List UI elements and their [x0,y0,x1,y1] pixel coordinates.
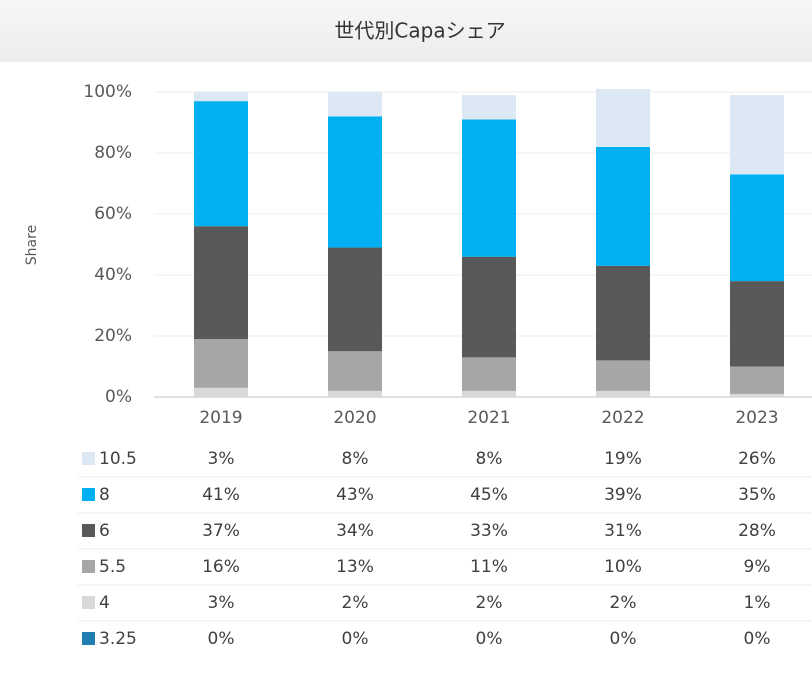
bar-segment [730,393,784,397]
y-tick-label: 0% [105,387,132,407]
legend-swatch [82,632,95,645]
table-cell: 0% [208,629,235,649]
bar-segment [462,357,516,391]
table-cell: 0% [476,629,503,649]
table-cell: 28% [738,521,776,541]
x-tick-label: 2020 [333,408,376,428]
y-tick-label: 20% [94,326,132,346]
table-cell: 0% [342,629,369,649]
bar-segment [462,256,516,358]
table-cell: 10% [604,557,642,577]
table-cell: 16% [202,557,240,577]
table-cell: 35% [738,485,776,505]
bar-segment [194,387,248,397]
bar-segment [596,360,650,391]
table-cell: 26% [738,449,776,469]
bar-segment [596,146,650,266]
bar-segment [462,390,516,397]
table-cell: 31% [604,521,642,541]
legend-label: 5.5 [99,557,126,577]
bar-segment [328,247,382,352]
bar-segment [328,92,382,117]
bar-segment [462,119,516,257]
legend-label: 3.25 [99,629,137,649]
legend-label: 6 [99,521,110,541]
y-tick-label: 60% [94,204,132,224]
table-cell: 1% [744,593,771,613]
legend-label: 8 [99,485,110,505]
table-cell: 19% [604,449,642,469]
table-cell: 8% [342,449,369,469]
legend-swatch [82,596,95,609]
table-cell: 11% [470,557,508,577]
table-cell: 45% [470,485,508,505]
bar-segment [194,101,248,227]
bar-segment [730,174,784,282]
table-cell: 2% [342,593,369,613]
table-cell: 41% [202,485,240,505]
y-tick-label: 100% [83,82,132,102]
x-tick-label: 2022 [601,408,644,428]
bar-segment [194,92,248,102]
legend-swatch [82,452,95,465]
bar-segment [596,390,650,397]
legend-swatch [82,488,95,501]
y-axis-label: Share [24,225,40,265]
table-cell: 3% [208,449,235,469]
table-cell: 3% [208,593,235,613]
bar-segment [462,95,516,120]
bar-segment [328,116,382,248]
bar-segment [328,390,382,397]
bar-segment [596,265,650,361]
bar-segment [194,226,248,340]
table-cell: 2% [610,593,637,613]
table-cell: 9% [744,557,771,577]
x-tick-label: 2019 [199,408,242,428]
legend-label: 10.5 [99,449,137,469]
bar-segment [730,281,784,367]
bar-segment [730,366,784,394]
x-tick-label: 2021 [467,408,510,428]
bar-segment [328,351,382,391]
y-tick-label: 40% [94,265,132,285]
table-cell: 43% [336,485,374,505]
table-cell: 8% [476,449,503,469]
bar-segment [730,95,784,175]
bar-segment [194,339,248,388]
title-band [0,0,812,62]
y-tick-label: 80% [94,143,132,163]
x-tick-label: 2023 [735,408,778,428]
table-cell: 39% [604,485,642,505]
table-cell: 34% [336,521,374,541]
chart-title: 世代別Capaシェア [334,19,505,43]
table-cell: 33% [470,521,508,541]
table-cell: 37% [202,521,240,541]
legend-swatch [82,560,95,573]
table-cell: 0% [744,629,771,649]
table-cell: 0% [610,629,637,649]
legend-swatch [82,524,95,537]
legend-label: 4 [99,593,110,613]
bar-segment [596,88,650,147]
table-cell: 2% [476,593,503,613]
table-cell: 13% [336,557,374,577]
